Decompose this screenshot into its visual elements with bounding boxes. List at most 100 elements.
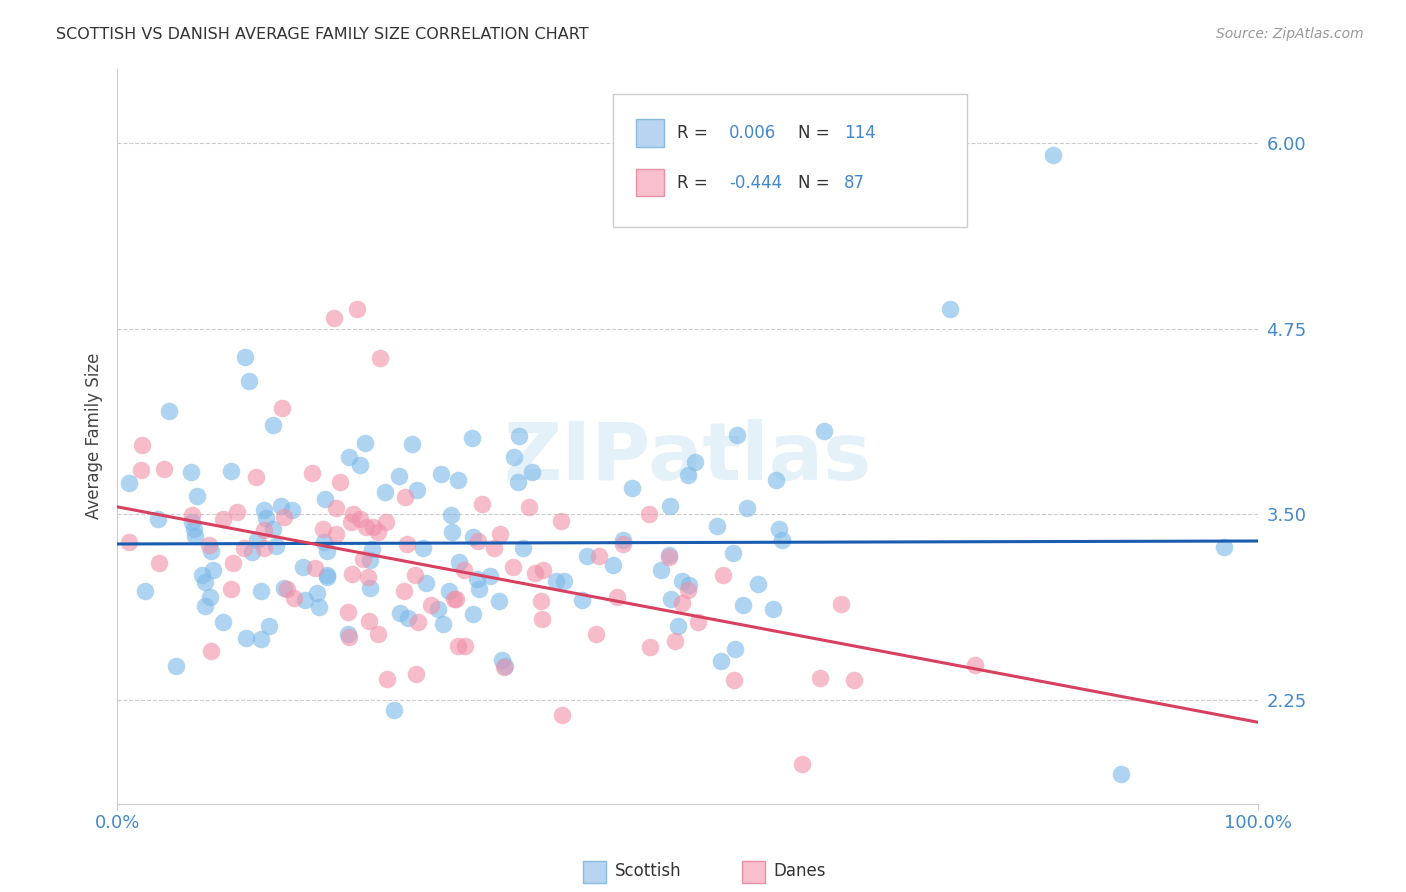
- Point: [658, 549, 681, 564]
- Point: [576, 549, 599, 564]
- Point: [612, 533, 634, 548]
- Point: [711, 568, 734, 582]
- Point: [367, 627, 389, 641]
- Point: [484, 541, 506, 555]
- Point: [725, 427, 748, 442]
- Point: [453, 563, 475, 577]
- Point: [361, 542, 384, 557]
- Point: [844, 673, 866, 688]
- Point: [129, 463, 152, 477]
- Point: [235, 631, 257, 645]
- Point: [262, 417, 284, 432]
- Point: [659, 499, 682, 513]
- Point: [463, 530, 485, 544]
- Point: [304, 561, 326, 575]
- Point: [368, 351, 391, 366]
- Point: [461, 431, 484, 445]
- Point: [329, 475, 352, 490]
- Point: [768, 522, 790, 536]
- Point: [233, 351, 256, 365]
- Point: [201, 564, 224, 578]
- Point: [467, 534, 489, 549]
- Point: [737, 501, 759, 516]
- Point: [638, 508, 661, 522]
- Point: [183, 522, 205, 536]
- Point: [606, 590, 628, 604]
- Point: [721, 545, 744, 559]
- Point: [222, 556, 245, 570]
- Point: [762, 602, 785, 616]
- Point: [709, 654, 731, 668]
- Point: [301, 466, 323, 480]
- Point: [134, 584, 156, 599]
- Point: [765, 473, 787, 487]
- Point: [432, 616, 454, 631]
- Point: [463, 607, 485, 622]
- Point: [165, 658, 187, 673]
- Point: [394, 583, 416, 598]
- Point: [502, 559, 524, 574]
- Point: [440, 524, 463, 539]
- Point: [180, 515, 202, 529]
- Point: [198, 591, 221, 605]
- Point: [585, 627, 607, 641]
- Point: [307, 586, 329, 600]
- Point: [688, 615, 710, 629]
- Point: [212, 615, 235, 629]
- Point: [658, 548, 681, 562]
- Point: [375, 672, 398, 686]
- Point: [396, 611, 419, 625]
- Text: Danes: Danes: [773, 863, 825, 880]
- Point: [467, 572, 489, 586]
- Point: [337, 605, 360, 619]
- Point: [517, 500, 540, 514]
- Text: SCOTTISH VS DANISH AVERAGE FAMILY SIZE CORRELATION CHART: SCOTTISH VS DANISH AVERAGE FAMILY SIZE C…: [56, 27, 589, 42]
- Point: [571, 593, 593, 607]
- Point: [349, 512, 371, 526]
- Point: [314, 492, 336, 507]
- Point: [747, 577, 769, 591]
- Point: [117, 476, 139, 491]
- Point: [427, 602, 450, 616]
- Point: [375, 515, 398, 529]
- Point: [153, 461, 176, 475]
- Text: N =: N =: [799, 124, 835, 142]
- Point: [359, 582, 381, 596]
- Point: [394, 490, 416, 504]
- Point: [198, 538, 221, 552]
- Point: [245, 469, 267, 483]
- Point: [349, 458, 371, 473]
- Point: [491, 653, 513, 667]
- Point: [489, 527, 512, 541]
- Text: 114: 114: [844, 124, 876, 142]
- Point: [550, 514, 572, 528]
- Point: [316, 569, 339, 583]
- Point: [404, 567, 426, 582]
- Point: [276, 582, 298, 597]
- Point: [506, 475, 529, 490]
- Point: [200, 544, 222, 558]
- Point: [157, 404, 180, 418]
- Point: [650, 563, 672, 577]
- Point: [808, 671, 831, 685]
- Point: [724, 642, 747, 657]
- FancyBboxPatch shape: [613, 95, 967, 227]
- Point: [443, 591, 465, 606]
- Point: [294, 593, 316, 607]
- Text: ZIPatlas: ZIPatlas: [503, 419, 872, 498]
- Point: [706, 519, 728, 533]
- Point: [148, 512, 170, 526]
- Point: [359, 614, 381, 628]
- Point: [523, 566, 546, 580]
- Point: [186, 489, 208, 503]
- Point: [271, 401, 294, 416]
- Point: [131, 438, 153, 452]
- Point: [181, 508, 204, 522]
- Point: [246, 533, 269, 548]
- Point: [666, 619, 689, 633]
- Point: [531, 563, 554, 577]
- Point: [671, 574, 693, 589]
- FancyBboxPatch shape: [637, 120, 664, 147]
- Point: [676, 467, 699, 482]
- Point: [508, 428, 530, 442]
